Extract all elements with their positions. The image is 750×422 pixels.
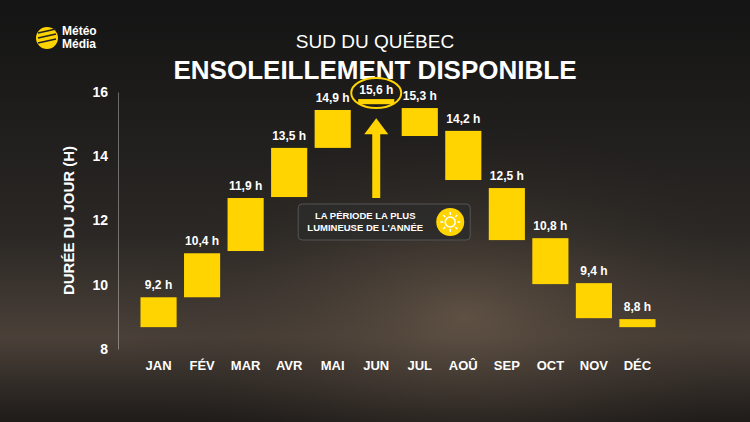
data-label: 15,6 h [359, 83, 393, 97]
title: ENSOLEILLEMENT DISPONIBLE [173, 55, 576, 85]
y-tick: 12 [92, 212, 118, 228]
y-tick-label: 10 [92, 277, 108, 293]
y-tick-label: 12 [92, 212, 108, 228]
x-tick-label: SEP [494, 358, 520, 373]
x-tick-label: AVR [276, 358, 303, 373]
logo-stripe [38, 39, 56, 43]
data-label: 9,2 h [145, 278, 172, 292]
y-tick-label: 16 [92, 84, 108, 100]
data-label: 12,5 h [490, 169, 524, 183]
x-tick: JUL [407, 349, 432, 373]
bar [315, 110, 351, 148]
logo: MétéoMédia [36, 24, 97, 51]
x-tick-label: JUN [363, 358, 389, 373]
x-tick: AVR [276, 349, 303, 373]
x-tick-label: FÉV [189, 358, 215, 373]
x-tick-label: NOV [580, 358, 609, 373]
logo-icon [36, 27, 58, 49]
x-axis-line [138, 349, 660, 350]
y-tick: 14 [92, 148, 118, 164]
sun-ray [457, 221, 460, 223]
annotation: LA PÉRIODE LA PLUSLUMINEUSE DE L'ANNÉE [298, 78, 470, 240]
highlight-ring [351, 78, 401, 108]
data-label: 9,4 h [580, 264, 607, 278]
logo-stripe [38, 34, 56, 38]
y-axis-title: DURÉE DU JOUR (H) [60, 146, 77, 295]
annotation-text: LA PÉRIODE LA PLUS [315, 210, 416, 221]
sun-ray [455, 227, 457, 229]
background-glow [0, 0, 750, 422]
logo-stripe [38, 29, 56, 33]
x-tick: DÉC [624, 349, 652, 373]
sun-ray [449, 212, 451, 215]
bar [184, 253, 220, 297]
x-tick-label: MAR [231, 358, 261, 373]
y-axis-line [118, 93, 119, 350]
sun-ray [443, 215, 445, 217]
sun-ray [449, 229, 451, 232]
x-tick-label: JAN [146, 358, 172, 373]
x-tick: JAN [146, 349, 172, 373]
data-label: 14,2 h [446, 112, 480, 126]
x-tick-label: OCT [537, 358, 565, 373]
bar [271, 148, 307, 197]
x-tick: NOV [580, 349, 609, 373]
bar [532, 238, 568, 284]
bar [402, 108, 438, 136]
x-axis: JAN FÉV MAR AVR MAI JUN JUL AOÛ SEP OCT NOV DÉC [138, 349, 660, 373]
y-axis: 8 10 12 14 16 [92, 84, 118, 357]
data-label: 10,8 h [533, 219, 567, 233]
bars [140, 99, 655, 327]
sun-icon [445, 217, 455, 227]
x-tick-label: JUL [407, 358, 432, 373]
x-tick: OCT [537, 349, 565, 373]
x-tick: JUN [363, 349, 389, 373]
data-label: 11,9 h [229, 179, 262, 193]
x-tick: AOÛ [449, 349, 478, 373]
logo-text: Média [62, 37, 96, 51]
arrow-shaft [372, 132, 380, 198]
x-tick: MAR [231, 349, 261, 373]
y-tick: 8 [100, 341, 118, 357]
sun-ray [440, 221, 443, 223]
sun-ray [455, 215, 457, 217]
data-label: 14,9 h [316, 91, 350, 105]
data-label: 8,8 h [624, 300, 651, 314]
arrow-head [364, 118, 388, 134]
y-tick-label: 14 [92, 148, 108, 164]
x-tick-label: MAI [321, 358, 345, 373]
sun-badge [436, 208, 464, 236]
bar [445, 131, 481, 180]
x-tick-label: DÉC [624, 358, 652, 373]
bar [576, 283, 612, 318]
logo-text: Météo [62, 24, 97, 38]
data-labels: 9,2 h 10,4 h 11,9 h 13,5 h 14,9 h 15,6 h 15,3 … [145, 83, 651, 314]
x-tick-label: AOÛ [449, 358, 478, 373]
bar [489, 188, 525, 240]
sun-ray [443, 227, 445, 229]
chart-canvas: MétéoMédia SUD DU QUÉBEC ENSOLEILLEMENT DI… [0, 0, 750, 422]
bar [140, 297, 176, 327]
data-label: 13,5 h [272, 129, 306, 143]
y-tick: 10 [92, 277, 118, 293]
bar [228, 198, 264, 251]
annotation-box [298, 204, 470, 240]
y-tick-label: 8 [100, 341, 108, 357]
x-tick: FÉV [189, 349, 215, 373]
y-tick: 16 [92, 84, 118, 100]
data-label: 15,3 h [403, 89, 437, 103]
x-tick: SEP [494, 349, 520, 373]
bar [358, 99, 394, 104]
data-label: 10,4 h [185, 234, 219, 248]
background [0, 0, 750, 422]
bar [619, 319, 655, 327]
x-tick: MAI [321, 349, 345, 373]
annotation-text: LUMINEUSE DE L'ANNÉE [307, 222, 423, 233]
subtitle: SUD DU QUÉBEC [296, 31, 454, 52]
